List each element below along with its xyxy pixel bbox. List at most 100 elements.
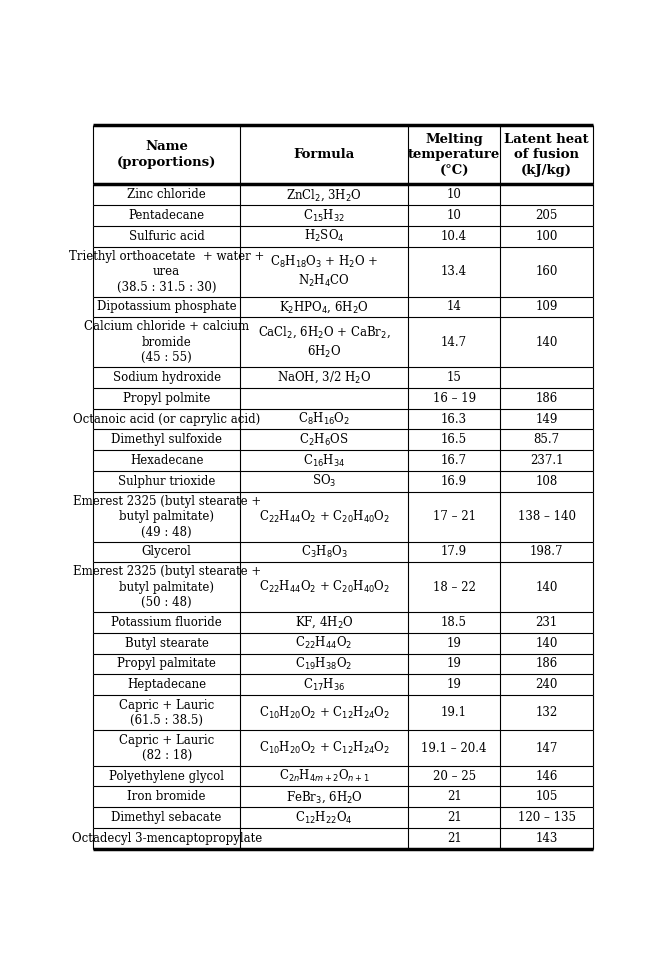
Text: KF, 4H$_2$O: KF, 4H$_2$O xyxy=(295,615,353,630)
Text: Capric + Lauric
(82 : 18): Capric + Lauric (82 : 18) xyxy=(119,734,214,763)
Text: 14: 14 xyxy=(447,301,462,313)
Text: 15: 15 xyxy=(447,371,462,384)
Text: 120 – 135: 120 – 135 xyxy=(518,811,575,824)
Text: C$_8$H$_{18}$O$_3$ + H$_2$O +
N$_2$H$_4$CO: C$_8$H$_{18}$O$_3$ + H$_2$O + N$_2$H$_4$… xyxy=(270,254,379,289)
Text: 19: 19 xyxy=(447,679,462,691)
Text: Octadecyl 3-mencaptopropylate: Octadecyl 3-mencaptopropylate xyxy=(72,832,262,844)
Text: Butyl stearate: Butyl stearate xyxy=(124,636,209,650)
Text: Hexadecane: Hexadecane xyxy=(130,454,203,467)
Text: C$_8$H$_{16}$O$_2$: C$_8$H$_{16}$O$_2$ xyxy=(298,411,350,427)
Text: Potassium fluoride: Potassium fluoride xyxy=(111,616,222,629)
Text: Pentadecane: Pentadecane xyxy=(128,209,205,222)
Text: 231: 231 xyxy=(535,616,558,629)
Text: FeBr$_3$, 6H$_2$O: FeBr$_3$, 6H$_2$O xyxy=(286,790,363,805)
Text: Latent heat
of fusion
(kJ/kg): Latent heat of fusion (kJ/kg) xyxy=(504,133,589,176)
Text: 20 – 25: 20 – 25 xyxy=(433,769,476,783)
Text: C$_3$H$_8$O$_3$: C$_3$H$_8$O$_3$ xyxy=(300,544,348,560)
Text: 17 – 21: 17 – 21 xyxy=(433,510,476,523)
Text: Dimethyl sebacate: Dimethyl sebacate xyxy=(112,811,222,824)
Text: 21: 21 xyxy=(447,790,462,803)
Text: 14.7: 14.7 xyxy=(441,335,467,349)
Text: C$_{16}$H$_{34}$: C$_{16}$H$_{34}$ xyxy=(303,452,345,469)
Text: 237.1: 237.1 xyxy=(530,454,563,467)
Text: 18.5: 18.5 xyxy=(441,616,467,629)
Text: C$_{2n}$H$_{4m+2}$O$_{n+1}$: C$_{2n}$H$_{4m+2}$O$_{n+1}$ xyxy=(279,768,369,784)
Text: Iron bromide: Iron bromide xyxy=(127,790,206,803)
Text: 16.9: 16.9 xyxy=(441,475,467,488)
Text: 140: 140 xyxy=(535,636,558,650)
Text: C$_{19}$H$_{38}$O$_2$: C$_{19}$H$_{38}$O$_2$ xyxy=(296,656,353,672)
Text: 100: 100 xyxy=(535,229,558,243)
Text: C$_{10}$H$_{20}$O$_2$ + C$_{12}$H$_{24}$O$_2$: C$_{10}$H$_{20}$O$_2$ + C$_{12}$H$_{24}$… xyxy=(259,740,389,756)
Text: 16.5: 16.5 xyxy=(441,433,467,446)
Text: 140: 140 xyxy=(535,580,558,594)
Text: 149: 149 xyxy=(535,413,558,425)
Text: C$_{22}$H$_{44}$O$_2$: C$_{22}$H$_{44}$O$_2$ xyxy=(296,635,353,652)
Text: 160: 160 xyxy=(535,265,558,279)
Text: Glycerol: Glycerol xyxy=(142,546,191,558)
Text: Calcium chloride + calcium
bromide
(45 : 55): Calcium chloride + calcium bromide (45 :… xyxy=(84,320,250,364)
Text: Triethyl orthoacetate  + water +
urea
(38.5 : 31.5 : 30): Triethyl orthoacetate + water + urea (38… xyxy=(69,250,264,294)
Text: 17.9: 17.9 xyxy=(441,546,467,558)
Text: 108: 108 xyxy=(535,475,558,488)
Text: C$_{15}$H$_{32}$: C$_{15}$H$_{32}$ xyxy=(303,207,345,224)
Text: 19: 19 xyxy=(447,636,462,650)
Text: 13.4: 13.4 xyxy=(441,265,467,279)
Text: Melting
temperature
(°C): Melting temperature (°C) xyxy=(408,133,500,176)
Text: C$_{10}$H$_{20}$O$_2$ + C$_{12}$H$_{24}$O$_2$: C$_{10}$H$_{20}$O$_2$ + C$_{12}$H$_{24}$… xyxy=(259,705,389,721)
Text: Formula: Formula xyxy=(294,148,355,161)
Text: Propyl palmitate: Propyl palmitate xyxy=(117,657,216,671)
Text: 16.7: 16.7 xyxy=(441,454,467,467)
Text: 240: 240 xyxy=(535,679,558,691)
Text: H$_2$SO$_4$: H$_2$SO$_4$ xyxy=(304,228,345,245)
Text: 198.7: 198.7 xyxy=(530,546,563,558)
Text: Emerest 2325 (butyl stearate +
butyl palmitate)
(49 : 48): Emerest 2325 (butyl stearate + butyl pal… xyxy=(72,495,261,539)
Text: SO$_3$: SO$_3$ xyxy=(312,473,337,490)
Text: NaOH, 3/2 H$_2$O: NaOH, 3/2 H$_2$O xyxy=(277,370,371,386)
Text: 16.3: 16.3 xyxy=(441,413,467,425)
Text: Propyl polmite: Propyl polmite xyxy=(123,391,210,405)
Text: Zinc chloride: Zinc chloride xyxy=(127,188,206,201)
Text: Emerest 2325 (butyl stearate +
butyl palmitate)
(50 : 48): Emerest 2325 (butyl stearate + butyl pal… xyxy=(72,565,261,609)
Text: Dipotassium phosphate: Dipotassium phosphate xyxy=(97,301,236,313)
Text: C$_{22}$H$_{44}$O$_2$ + C$_{20}$H$_{40}$O$_2$: C$_{22}$H$_{44}$O$_2$ + C$_{20}$H$_{40}$… xyxy=(259,579,389,595)
Text: Name
(proportions): Name (proportions) xyxy=(117,141,216,169)
Text: 186: 186 xyxy=(535,391,558,405)
Text: 109: 109 xyxy=(535,301,558,313)
Text: 19: 19 xyxy=(447,657,462,671)
Text: 10: 10 xyxy=(447,209,462,222)
Text: 16 – 19: 16 – 19 xyxy=(433,391,476,405)
Text: Sodium hydroxide: Sodium hydroxide xyxy=(112,371,221,384)
Text: 186: 186 xyxy=(535,657,558,671)
Text: 132: 132 xyxy=(535,707,558,719)
Text: 10: 10 xyxy=(447,188,462,201)
Text: ZnCl$_2$, 3H$_2$O: ZnCl$_2$, 3H$_2$O xyxy=(286,187,362,202)
Text: 10.4: 10.4 xyxy=(441,229,467,243)
Text: C$_{12}$H$_{22}$O$_4$: C$_{12}$H$_{22}$O$_4$ xyxy=(295,810,353,825)
Text: K$_2$HPO$_4$, 6H$_2$O: K$_2$HPO$_4$, 6H$_2$O xyxy=(279,299,369,314)
Text: 19.1 – 20.4: 19.1 – 20.4 xyxy=(421,741,487,755)
Text: Polyethylene glycol: Polyethylene glycol xyxy=(109,769,224,783)
Text: 21: 21 xyxy=(447,811,462,824)
Text: 205: 205 xyxy=(535,209,558,222)
Text: 143: 143 xyxy=(535,832,558,844)
Text: C$_2$H$_6$OS: C$_2$H$_6$OS xyxy=(299,432,349,448)
Text: C$_{22}$H$_{44}$O$_2$ + C$_{20}$H$_{40}$O$_2$: C$_{22}$H$_{44}$O$_2$ + C$_{20}$H$_{40}$… xyxy=(259,509,389,524)
Text: Sulphur trioxide: Sulphur trioxide xyxy=(118,475,215,488)
Text: Sulfuric acid: Sulfuric acid xyxy=(128,229,205,243)
Text: Capric + Lauric
(61.5 : 38.5): Capric + Lauric (61.5 : 38.5) xyxy=(119,699,214,727)
Text: 146: 146 xyxy=(535,769,558,783)
Text: 85.7: 85.7 xyxy=(533,433,560,446)
Text: 18 – 22: 18 – 22 xyxy=(433,580,476,594)
Text: 21: 21 xyxy=(447,832,462,844)
Text: C$_{17}$H$_{36}$: C$_{17}$H$_{36}$ xyxy=(303,677,345,693)
Text: Heptadecane: Heptadecane xyxy=(127,679,206,691)
Text: Dimethyl sulfoxide: Dimethyl sulfoxide xyxy=(111,433,222,446)
Text: Octanoic acid (or caprylic acid): Octanoic acid (or caprylic acid) xyxy=(73,413,260,425)
Text: 105: 105 xyxy=(535,790,558,803)
Text: 138 – 140: 138 – 140 xyxy=(518,510,575,523)
Text: 147: 147 xyxy=(535,741,558,755)
Text: 140: 140 xyxy=(535,335,558,349)
Text: CaCl$_2$, 6H$_2$O + CaBr$_2$,
6H$_2$O: CaCl$_2$, 6H$_2$O + CaBr$_2$, 6H$_2$O xyxy=(258,325,391,360)
Text: 19.1: 19.1 xyxy=(441,707,467,719)
